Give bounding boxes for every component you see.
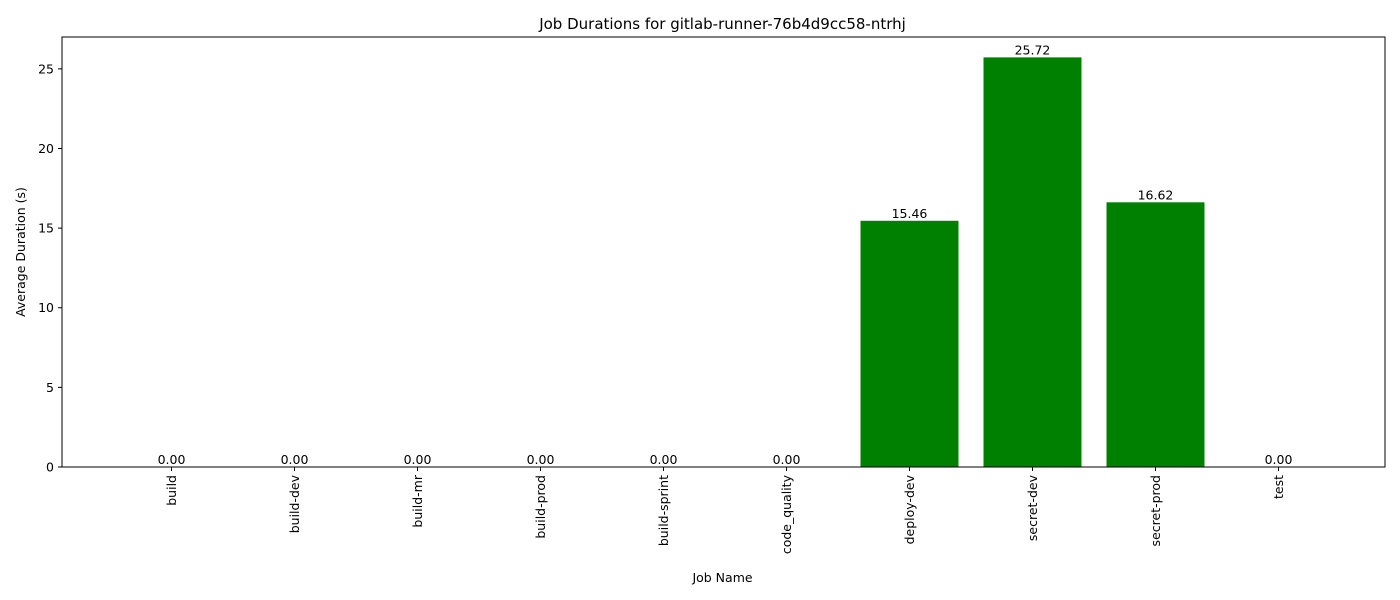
data-label-secret-dev: 25.72 bbox=[1015, 42, 1051, 57]
data-label-code_quality: 0.00 bbox=[773, 452, 801, 467]
x-tick-label-deploy-dev: deploy-dev bbox=[902, 474, 917, 544]
plot-frame bbox=[61, 36, 1386, 468]
y-tick-label-0: 0 bbox=[46, 460, 54, 475]
data-label-secret-prod: 16.62 bbox=[1138, 187, 1174, 202]
x-tick-label-build-sprint: build-sprint bbox=[656, 475, 671, 546]
x-axis-label: Job Name bbox=[691, 570, 752, 585]
y-axis-ticks: 0 5 10 15 20 25 bbox=[38, 61, 62, 475]
data-label-build-prod: 0.00 bbox=[527, 452, 555, 467]
y-tick-label-5: 5 bbox=[46, 380, 54, 395]
bar-secret-prod bbox=[1106, 202, 1205, 468]
data-label-build-mr: 0.00 bbox=[404, 452, 432, 467]
y-axis-label: Average Duration (s) bbox=[13, 187, 28, 317]
bar-secret-dev bbox=[983, 57, 1082, 467]
data-label-test: 0.00 bbox=[1265, 452, 1293, 467]
data-labels-group: 0.00 0.00 0.00 0.00 0.00 0.00 15.46 25.72 16.62 0… bbox=[158, 42, 1293, 467]
bar-deploy-dev bbox=[860, 220, 959, 467]
x-tick-label-build-dev: build-dev bbox=[287, 474, 302, 533]
data-label-deploy-dev: 15.46 bbox=[892, 206, 928, 221]
data-label-build: 0.00 bbox=[158, 452, 186, 467]
x-tick-label-code_quality: code_quality bbox=[779, 474, 794, 554]
x-tick-label-test: test bbox=[1271, 475, 1286, 499]
y-tick-label-15: 15 bbox=[38, 221, 54, 236]
x-axis-ticks: build build-dev build-mr build-prod build-sp… bbox=[164, 467, 1286, 554]
y-tick-label-25: 25 bbox=[38, 61, 54, 76]
data-label-build-sprint: 0.00 bbox=[650, 452, 678, 467]
x-tick-label-build-mr: build-mr bbox=[410, 474, 425, 527]
chart-title: Job Durations for gitlab-runner-76b4d9cc… bbox=[538, 15, 906, 33]
x-tick-label-secret-dev: secret-dev bbox=[1025, 474, 1040, 541]
y-tick-label-10: 10 bbox=[38, 300, 54, 315]
bars-group bbox=[860, 57, 1205, 468]
x-tick-label-secret-prod: secret-prod bbox=[1148, 475, 1163, 546]
x-tick-label-build-prod: build-prod bbox=[533, 475, 548, 539]
x-tick-label-build: build bbox=[164, 475, 179, 506]
data-label-build-dev: 0.00 bbox=[281, 452, 309, 467]
y-tick-label-20: 20 bbox=[38, 141, 54, 156]
